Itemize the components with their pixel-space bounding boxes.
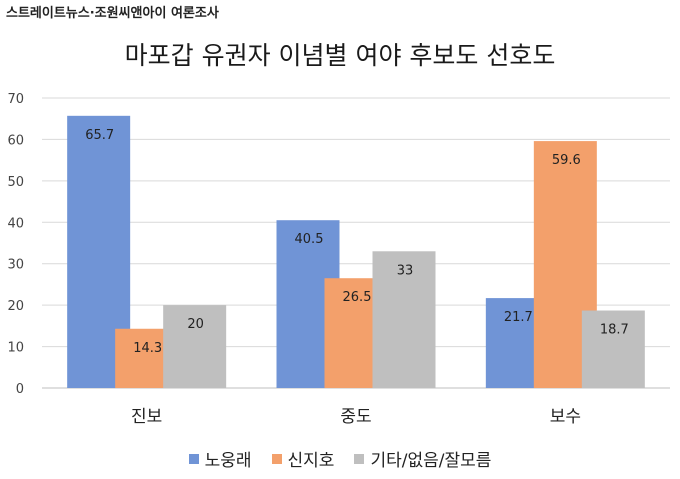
legend-label-2: 신지호: [287, 451, 335, 471]
data-label: 40.5: [295, 232, 324, 247]
y-tick-label: 20: [7, 299, 24, 314]
x-tick-label: 보수: [550, 407, 581, 427]
data-label: 14.3: [133, 341, 162, 356]
data-label: 21.7: [504, 310, 533, 325]
x-tick-label: 중도: [340, 407, 371, 427]
chart-title: 마포갑 유권자 이념별 여야 후보도 선호도: [124, 41, 556, 70]
data-label: 18.7: [600, 323, 629, 338]
data-label: 59.6: [552, 153, 581, 168]
data-label: 20: [187, 317, 204, 332]
legend-label-3: 기타/없음/잘모름: [370, 451, 492, 471]
bar: [163, 305, 227, 388]
axis-ticks: 0 10 20 30 40 50 60 70 진보 중도 보수: [7, 92, 581, 427]
y-tick-label: 60: [7, 133, 24, 148]
y-tick-label: 40: [7, 216, 24, 231]
y-tick-label: 0: [16, 382, 24, 397]
bars: 65.7 14.3 20 40.5 26.5 33 21.7 59.6 18.7: [67, 115, 645, 389]
legend-swatch-3: [354, 453, 365, 464]
bar: [581, 310, 645, 388]
legend-swatch-1: [188, 453, 199, 464]
data-label: 26.5: [343, 290, 372, 305]
y-tick-label: 10: [7, 341, 24, 356]
source-caption: 스트레이트뉴스·조원씨앤아이 여론조사: [6, 6, 219, 21]
legend-item: 노웅래: [188, 446, 252, 471]
bar: [372, 251, 436, 388]
legend-swatch-2: [271, 453, 282, 464]
data-label: 33: [397, 263, 414, 278]
legend-item: 신지호: [271, 446, 335, 471]
legend: 노웅래 신지호 기타/없음/잘모름: [0, 446, 680, 471]
y-tick-label: 30: [7, 258, 24, 273]
legend-label-1: 노웅래: [204, 451, 252, 471]
x-tick-label: 진보: [131, 407, 162, 427]
y-tick-label: 50: [7, 175, 24, 190]
y-tick-label: 70: [7, 92, 24, 107]
legend-item: 기타/없음/잘모름: [354, 446, 491, 471]
data-label: 65.7: [85, 128, 114, 143]
